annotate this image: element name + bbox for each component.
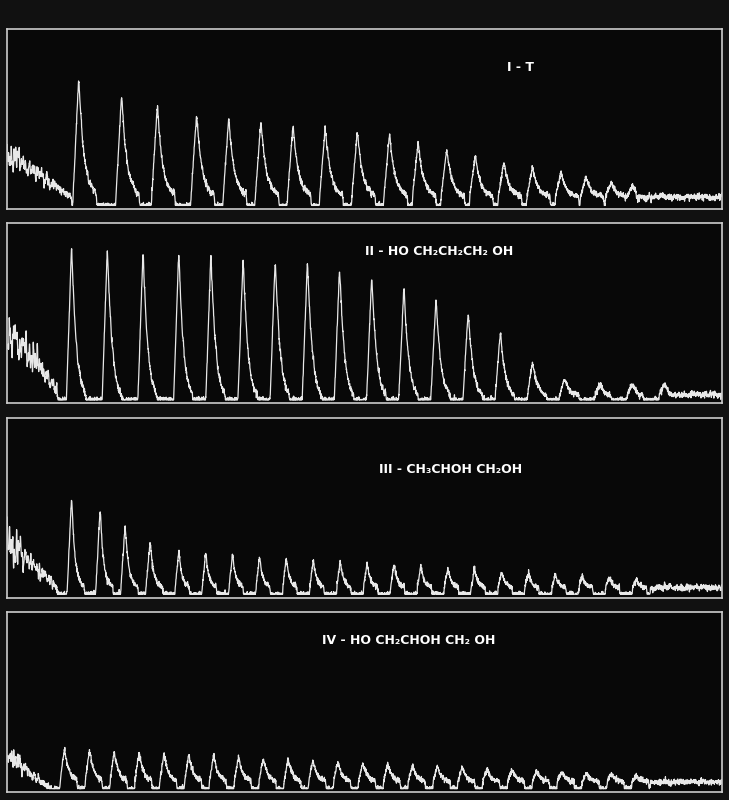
Text: IV - HO CH₂CHOH CH₂ OH: IV - HO CH₂CHOH CH₂ OH	[321, 634, 495, 646]
Text: I - T: I - T	[507, 62, 534, 74]
Text: III - CH₃CHOH CH₂OH: III - CH₃CHOH CH₂OH	[379, 462, 522, 475]
Text: II - HO CH₂CH₂CH₂ OH: II - HO CH₂CH₂CH₂ OH	[364, 245, 512, 258]
